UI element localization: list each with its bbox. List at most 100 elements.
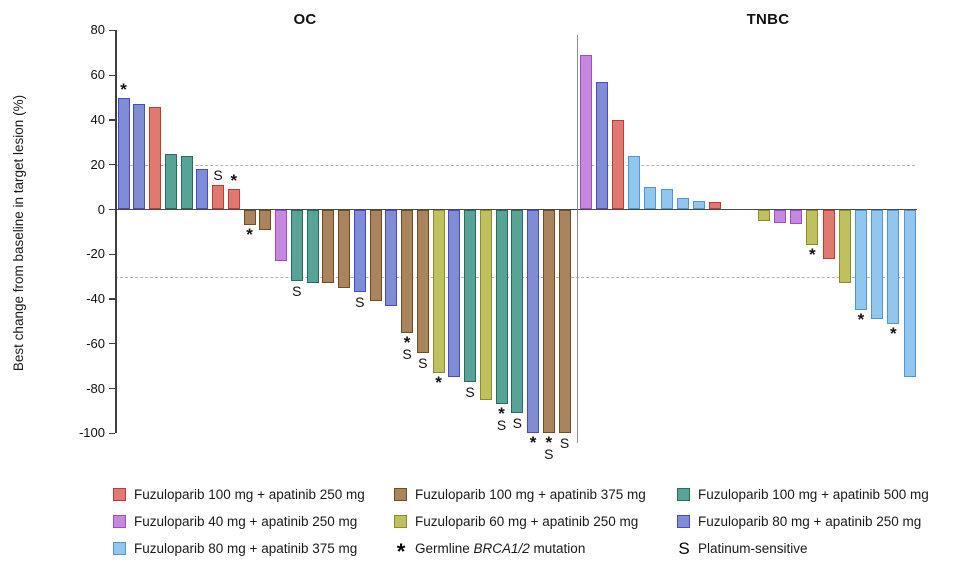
legend-item-brown: Fuzuloparib 100 mg + apatinib 375 mg [394,486,646,502]
legend-label: Fuzuloparib 80 mg + apatinib 250 mg [698,513,922,529]
bar-oc-26 [511,209,524,414]
legend-label: Fuzuloparib 100 mg + apatinib 375 mg [415,486,646,502]
bar-oc-8 [227,189,240,210]
brca-marker: * [120,79,127,99]
y-tick-label--40: -40 [86,291,105,307]
bar-oc-4 [164,153,177,210]
bar-oc-2 [133,104,146,210]
y-tick-label-40: 40 [90,111,105,127]
legend-item-brca-marker: * Germline BRCA1/2 mutation [394,539,646,564]
legend-column-2: Fuzuloparib 100 mg + apatinib 375 mg Fuzu… [394,487,646,568]
bar-tnbc-15 [806,209,819,246]
brca-marker: * [808,245,816,265]
bar-oc-1 [117,97,130,210]
platinum-marker: S [512,415,522,432]
bar-oc-24 [479,209,492,400]
bar-oc-6 [196,169,209,210]
legend-item-lblue: Fuzuloparib 80 mg + apatinib 375 mg [113,541,365,556]
bar-tnbc-8 [692,200,705,210]
bar-oc-11 [275,209,287,261]
brca-marker: * [230,171,238,191]
legend-item-blue80: Fuzuloparib 80 mg + apatinib 250 mg [677,513,929,529]
legend-swatch-purple40 [113,514,126,528]
y-tick-20 [109,164,115,166]
bar-tnbc-7 [676,198,689,210]
bar-oc-9 [243,209,256,226]
bar-oc-20 [416,209,429,353]
bar-tnbc-18 [854,209,867,311]
plot-area: 80 60 40 20 0 -20 -40 -60 -80 -100 * S * * S S * S S * S * S S *… [78,22,917,463]
legend-item-platinum-marker: S Platinum-sensitive [677,538,929,558]
y-tick--20 [109,253,115,255]
legend-column-3: Fuzuloparib 100 mg + apatinib 500 mg Fuzu… [677,487,929,568]
y-tick-label-20: 20 [90,156,105,172]
bar-tnbc-4 [628,155,641,210]
bar-tnbc-12 [757,209,770,221]
legend-label: Platinum-sensitive [698,540,808,556]
y-tick-0 [109,208,115,211]
legend-label: Fuzuloparib 100 mg + apatinib 250 mg [134,486,365,502]
y-axis-line [115,30,117,434]
y-tick-label--20: -20 [86,246,105,262]
bar-tnbc-19 [871,209,884,320]
brca-platinum-marker: * S [544,433,554,463]
legend-swatch-red [113,487,126,501]
bar-tnbc-5 [644,187,657,210]
asterisk-symbol: * [396,539,406,564]
brca-platinum-marker: * S [496,404,507,434]
bar-tnbc-9 [709,201,722,210]
bar-oc-18 [385,209,398,306]
bar-oc-21 [432,209,445,373]
y-tick--60 [109,343,115,345]
y-tick-label--100: -100 [78,425,105,441]
platinum-marker: S [213,166,223,183]
brca-platinum-marker: * S [402,332,412,362]
legend-label: Fuzuloparib 100 mg + apatinib 500 mg [698,486,929,502]
y-tick--100 [109,432,115,434]
panel-divider [577,35,579,443]
legend-swatch-lblue [113,541,126,555]
y-tick-label-60: 60 [90,67,105,83]
bar-oc-27 [527,209,539,434]
y-tick-label--80: -80 [86,380,105,396]
bar-oc-12 [290,209,303,282]
zero-baseline [115,208,917,211]
bar-tnbc-2 [595,81,608,210]
bar-tnbc-1 [579,55,592,210]
bar-oc-23 [464,209,476,382]
legend-item-purple40: Fuzuloparib 40 mg + apatinib 250 mg [113,514,365,529]
bar-oc-3 [149,106,161,210]
brca-marker: * [246,225,253,245]
y-tick-40 [109,119,115,121]
legend-item-green60: Fuzuloparib 60 mg + apatinib 250 mg [394,514,646,529]
bar-oc-19 [401,209,413,333]
panel-title-tnbc: TNBC [746,11,790,28]
bar-oc-28 [542,209,555,434]
brca-marker: * [889,323,897,343]
bar-oc-15 [338,209,350,288]
platinum-marker: S [355,294,365,311]
legend: Fuzuloparib 100 mg + apatinib 250 mg Fuzu… [0,487,976,578]
bar-oc-17 [369,209,382,302]
s-symbol: S [678,538,690,558]
platinum-marker: S [418,354,428,371]
y-tick-80 [109,29,115,32]
y-tick-60 [109,74,115,76]
legend-item-teal: Fuzuloparib 100 mg + apatinib 500 mg [677,486,929,502]
brca-marker: * [529,433,537,453]
y-tick-label-80: 80 [90,22,105,38]
platinum-marker: S [559,435,570,452]
bar-tnbc-13 [773,209,786,223]
bar-tnbc-3 [611,119,624,210]
bar-oc-29 [558,209,571,434]
bar-tnbc-16 [822,209,835,259]
bar-oc-25 [495,209,508,405]
legend-item-red: Fuzuloparib 100 mg + apatinib 250 mg [113,486,365,502]
reference-line-20 [115,164,915,166]
legend-swatch-green60 [394,514,407,528]
platinum-marker: S [465,383,475,400]
bar-oc-10 [259,209,272,230]
bar-oc-13 [306,209,319,284]
bar-tnbc-6 [660,189,673,210]
